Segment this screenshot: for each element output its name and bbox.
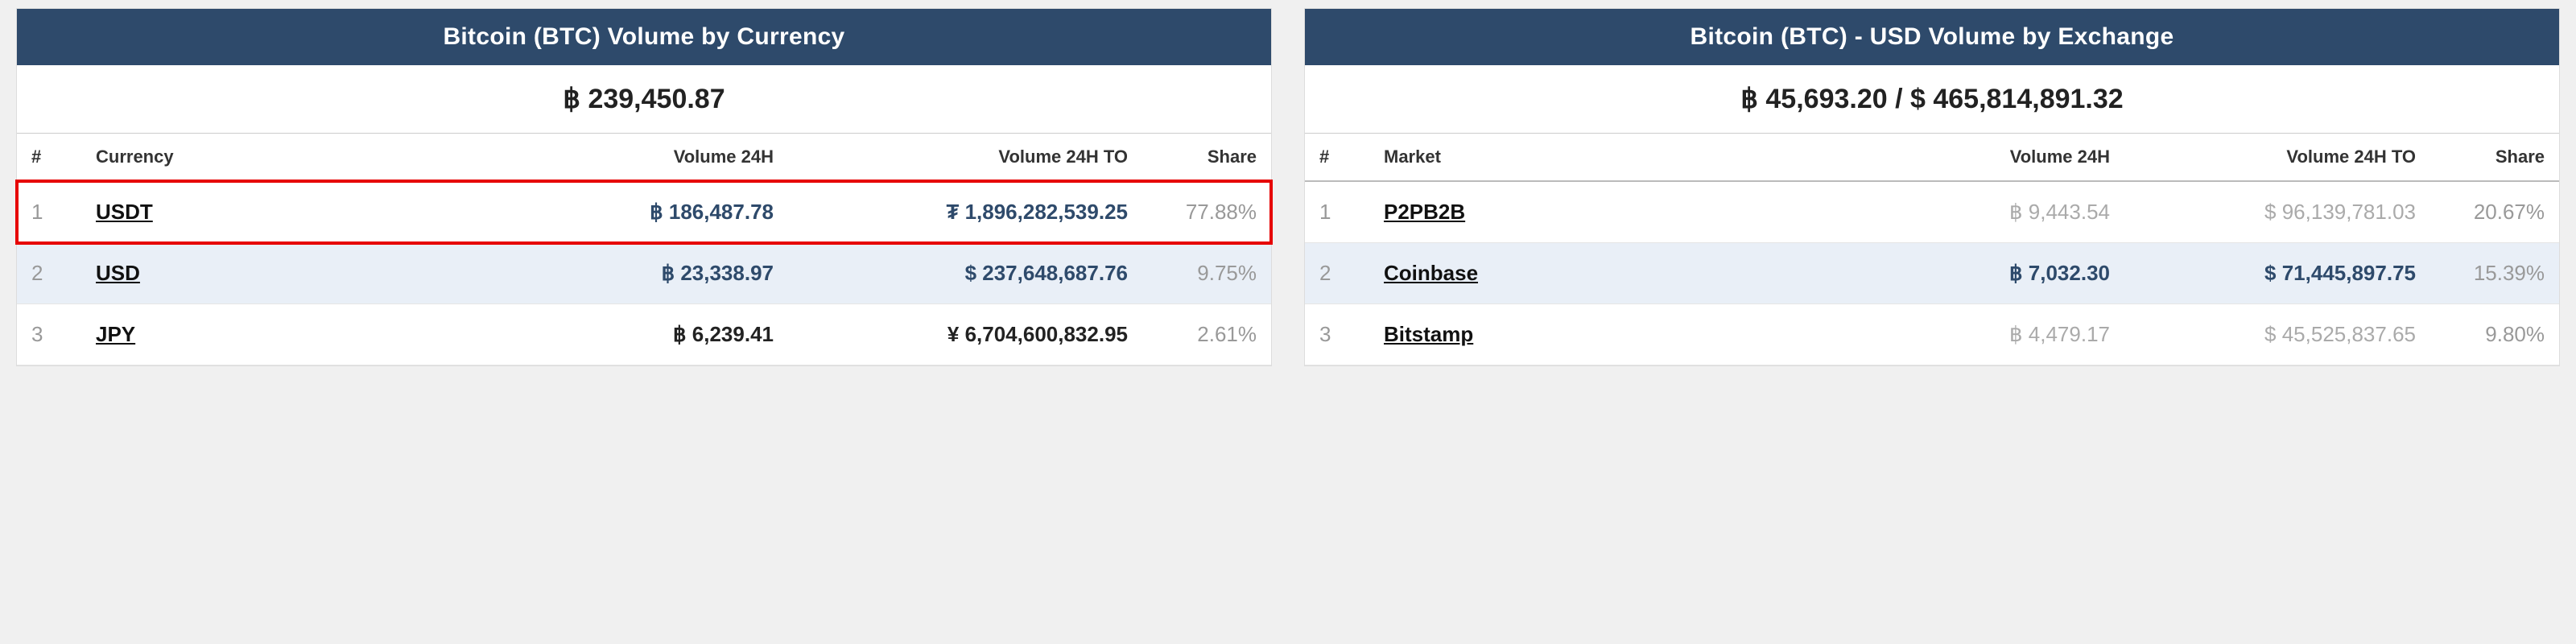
currency-link[interactable]: JPY <box>96 322 135 346</box>
table-row: 3 JPY ฿ 6,239.41¥ 6,704,600,832.952.61% <box>17 304 1271 365</box>
cell-rank: 2 <box>17 243 81 304</box>
cell-market: P2PB2B <box>1369 181 1579 243</box>
volume-by-currency-panel: Bitcoin (BTC) Volume by Currency ฿ 239,4… <box>16 8 1272 366</box>
cell-share: 9.75% <box>1142 243 1271 304</box>
cell-volume-24h: ฿ 4,479.17 <box>1579 304 2124 365</box>
col-header-rank[interactable]: # <box>17 134 81 182</box>
cell-share: 2.61% <box>1142 304 1271 365</box>
currency-table-header-row: # Currency Volume 24H Volume 24H TO Shar… <box>17 134 1271 182</box>
cell-currency: JPY <box>81 304 258 365</box>
panel-title-currency: Bitcoin (BTC) Volume by Currency <box>17 9 1271 65</box>
currency-link[interactable]: USDT <box>96 200 153 224</box>
cell-volume-24h-to: $ 237,648,687.76 <box>788 243 1142 304</box>
tables-container: Bitcoin (BTC) Volume by Currency ฿ 239,4… <box>16 8 2560 366</box>
col-header-share[interactable]: Share <box>2430 134 2559 182</box>
col-header-vol24[interactable]: Volume 24H <box>1579 134 2124 182</box>
cell-share: 15.39% <box>2430 243 2559 304</box>
cell-share: 9.80% <box>2430 304 2559 365</box>
cell-volume-24h-to: ¥ 6,704,600,832.95 <box>788 304 1142 365</box>
table-row: 3 Bitstamp ฿ 4,479.17$ 45,525,837.659.80% <box>1305 304 2559 365</box>
currency-link[interactable]: USD <box>96 261 140 285</box>
market-link[interactable]: Coinbase <box>1384 261 1478 285</box>
table-row: 1 USDT ฿ 186,487.78₮ 1,896,282,539.2577.88… <box>17 181 1271 243</box>
market-link[interactable]: Bitstamp <box>1384 322 1473 346</box>
col-header-share[interactable]: Share <box>1142 134 1271 182</box>
cell-share: 77.88% <box>1142 181 1271 243</box>
col-header-vol24[interactable]: Volume 24H <box>258 134 788 182</box>
col-header-currency[interactable]: Currency <box>81 134 258 182</box>
panel-title-exchange: Bitcoin (BTC) - USD Volume by Exchange <box>1305 9 2559 65</box>
cell-rank: 1 <box>17 181 81 243</box>
table-row: 1 P2PB2B ฿ 9,443.54$ 96,139,781.0320.67% <box>1305 181 2559 243</box>
cell-volume-24h: ฿ 6,239.41 <box>258 304 788 365</box>
cell-market: Bitstamp <box>1369 304 1579 365</box>
cell-volume-24h-to: $ 96,139,781.03 <box>2124 181 2430 243</box>
col-header-vol24to[interactable]: Volume 24H TO <box>788 134 1142 182</box>
cell-volume-24h: ฿ 9,443.54 <box>1579 181 2124 243</box>
cell-volume-24h: ฿ 186,487.78 <box>258 181 788 243</box>
col-header-market[interactable]: Market <box>1369 134 1579 182</box>
cell-volume-24h-to: ₮ 1,896,282,539.25 <box>788 181 1142 243</box>
cell-rank: 1 <box>1305 181 1369 243</box>
col-header-rank[interactable]: # <box>1305 134 1369 182</box>
volume-by-exchange-panel: Bitcoin (BTC) - USD Volume by Exchange ฿… <box>1304 8 2560 366</box>
cell-currency: USDT <box>81 181 258 243</box>
cell-volume-24h: ฿ 7,032.30 <box>1579 243 2124 304</box>
cell-rank: 2 <box>1305 243 1369 304</box>
table-row: 2 USD ฿ 23,338.97$ 237,648,687.769.75% <box>17 243 1271 304</box>
cell-rank: 3 <box>1305 304 1369 365</box>
exchange-table-header-row: # Market Volume 24H Volume 24H TO Share <box>1305 134 2559 182</box>
cell-share: 20.67% <box>2430 181 2559 243</box>
cell-currency: USD <box>81 243 258 304</box>
panel-total-exchange: ฿ 45,693.20 / $ 465,814,891.32 <box>1305 65 2559 133</box>
panel-total-currency: ฿ 239,450.87 <box>17 65 1271 133</box>
table-row: 2 Coinbase ฿ 7,032.30$ 71,445,897.7515.39% <box>1305 243 2559 304</box>
col-header-vol24to[interactable]: Volume 24H TO <box>2124 134 2430 182</box>
cell-market: Coinbase <box>1369 243 1579 304</box>
cell-rank: 3 <box>17 304 81 365</box>
cell-volume-24h-to: $ 71,445,897.75 <box>2124 243 2430 304</box>
currency-table: # Currency Volume 24H Volume 24H TO Shar… <box>17 133 1271 365</box>
cell-volume-24h: ฿ 23,338.97 <box>258 243 788 304</box>
cell-volume-24h-to: $ 45,525,837.65 <box>2124 304 2430 365</box>
market-link[interactable]: P2PB2B <box>1384 200 1465 224</box>
exchange-table: # Market Volume 24H Volume 24H TO Share … <box>1305 133 2559 365</box>
